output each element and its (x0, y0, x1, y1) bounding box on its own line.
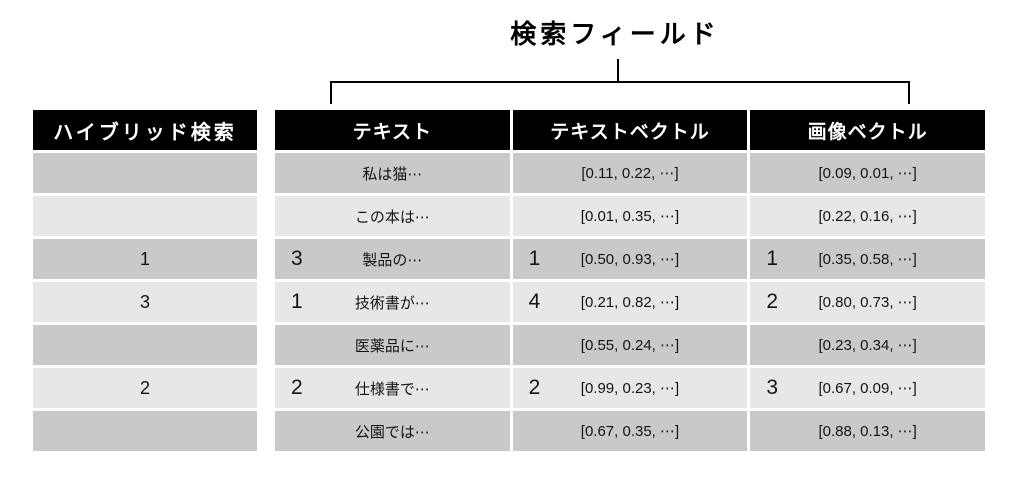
cell-text: この本は⋯ (354, 208, 430, 226)
text-vector-column-header: テキストベクトル (512, 110, 748, 150)
table-cell: [0.23, 0.34, ⋯] (750, 325, 985, 365)
image-vector-column: 画像ベクトル [0.09, 0.01, ⋯] [0.22, 0.16, ⋯] 1… (750, 110, 985, 451)
text-vector-column: テキストベクトル [0.11, 0.22, ⋯] [0.01, 0.35, ⋯]… (512, 110, 748, 451)
table-cell: [0.88, 0.13, ⋯] (750, 411, 985, 451)
hybrid-rank-cell (33, 325, 257, 365)
text-column: テキスト 私は猫⋯ この本は⋯ 3 製品の⋯ 1 技術書が⋯ 医薬品に⋯ 2 仕… (275, 110, 510, 451)
search-fields-table: テキスト 私は猫⋯ この本は⋯ 3 製品の⋯ 1 技術書が⋯ 医薬品に⋯ 2 仕… (275, 110, 985, 451)
cell-text: [0.67, 0.09, ⋯] (818, 380, 917, 397)
cell-text: 製品の⋯ (362, 251, 423, 269)
bracket-stem (617, 59, 619, 82)
rank-number: 2 (766, 290, 779, 313)
text-column-header: テキスト (275, 110, 510, 150)
table-cell: 3 製品の⋯ (275, 239, 510, 279)
table-cell: 2 [0.99, 0.23, ⋯] (512, 368, 748, 408)
hybrid-rank-cell (33, 411, 257, 451)
hybrid-rank-cell: 1 (33, 239, 257, 279)
cell-text: [0.21, 0.82, ⋯] (580, 294, 680, 311)
cell-text: [0.88, 0.13, ⋯] (818, 423, 917, 440)
hybrid-search-header: ハイブリッド検索 (33, 110, 257, 150)
cell-text: [0.22, 0.16, ⋯] (818, 208, 917, 225)
hybrid-rank-cell (33, 196, 257, 236)
table-cell: 1 [0.50, 0.93, ⋯] (512, 239, 748, 279)
search-fields-title: 検索フィールド (510, 19, 720, 49)
table-cell: 1 技術書が⋯ (275, 282, 510, 322)
cell-text: 技術書が⋯ (354, 294, 430, 312)
table-cell: 公園では⋯ (275, 411, 510, 451)
table-cell: [0.01, 0.35, ⋯] (512, 196, 748, 236)
table-cell: 4 [0.21, 0.82, ⋯] (512, 282, 748, 322)
hybrid-rank-cell: 3 (33, 282, 257, 322)
cell-text: [0.67, 0.35, ⋯] (580, 423, 680, 440)
rank-number: 2 (528, 376, 541, 399)
table-cell: [0.22, 0.16, ⋯] (750, 196, 985, 236)
cell-text: 私は猫⋯ (362, 165, 423, 183)
rank-number: 3 (291, 247, 303, 270)
table-cell: この本は⋯ (275, 196, 510, 236)
cell-text: [0.23, 0.34, ⋯] (818, 337, 917, 354)
hybrid-rank-cell: 2 (33, 368, 257, 408)
table-cell: [0.11, 0.22, ⋯] (512, 153, 748, 193)
cell-text: [0.01, 0.35, ⋯] (580, 208, 680, 225)
hybrid-search-table: ハイブリッド検索 1 3 2 (33, 110, 257, 451)
rank-number: 1 (766, 247, 779, 270)
rank-number: 1 (291, 290, 303, 313)
table-cell: [0.55, 0.24, ⋯] (512, 325, 748, 365)
table-cell: 3 [0.67, 0.09, ⋯] (750, 368, 985, 408)
table-cell: 2 [0.80, 0.73, ⋯] (750, 282, 985, 322)
cell-text: [0.35, 0.58, ⋯] (818, 251, 917, 268)
search-fields-bracket (330, 81, 910, 104)
cell-text: 仕様書で⋯ (354, 380, 430, 398)
table-cell: 1 [0.35, 0.58, ⋯] (750, 239, 985, 279)
cell-text: [0.09, 0.01, ⋯] (818, 165, 917, 182)
table-cell: 私は猫⋯ (275, 153, 510, 193)
table-cell: 2 仕様書で⋯ (275, 368, 510, 408)
cell-text: 公園では⋯ (354, 423, 430, 441)
image-vector-column-header: 画像ベクトル (750, 110, 985, 150)
cell-text: [0.11, 0.22, ⋯] (581, 165, 679, 182)
cell-text: 医薬品に⋯ (354, 337, 430, 355)
rank-number: 3 (766, 376, 779, 399)
hybrid-rank-cell (33, 153, 257, 193)
table-cell: [0.09, 0.01, ⋯] (750, 153, 985, 193)
rank-number: 4 (528, 290, 541, 313)
cell-text: [0.99, 0.23, ⋯] (580, 380, 680, 397)
rank-number: 1 (528, 247, 541, 270)
rank-number: 2 (291, 376, 303, 399)
table-cell: [0.67, 0.35, ⋯] (512, 411, 748, 451)
cell-text: [0.50, 0.93, ⋯] (580, 251, 680, 268)
cell-text: [0.55, 0.24, ⋯] (580, 337, 680, 354)
table-cell: 医薬品に⋯ (275, 325, 510, 365)
cell-text: [0.80, 0.73, ⋯] (818, 294, 917, 311)
